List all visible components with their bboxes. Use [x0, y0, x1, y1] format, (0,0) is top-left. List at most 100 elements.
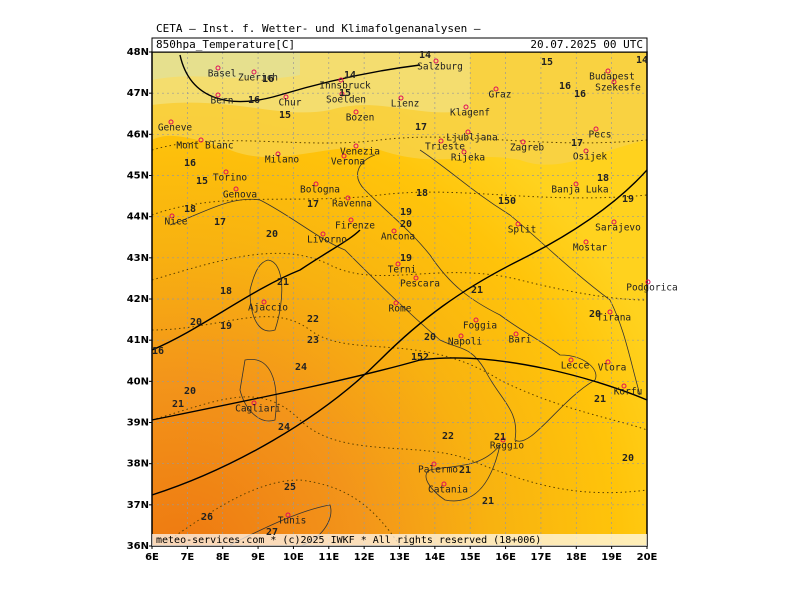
lon-label: 17E: [531, 552, 552, 563]
city-marker: [345, 195, 351, 201]
city-marker: [461, 149, 467, 155]
contour-label: 22: [307, 314, 319, 325]
city-label: Milano: [265, 155, 300, 166]
lat-label: 39N: [127, 418, 149, 429]
contour-label: 21: [594, 394, 606, 405]
map-area: [152, 52, 647, 546]
city-marker: [515, 221, 521, 227]
contour-label: 20: [184, 386, 196, 397]
city-label: Lienz: [391, 99, 420, 110]
city-marker: [473, 317, 479, 323]
city-label: Innsbruck: [319, 81, 371, 92]
city-label: Bozen: [346, 113, 375, 124]
contour-label: 152: [411, 352, 429, 363]
city-label: Firenze: [335, 221, 375, 232]
labels: 48N 47N 46N 45N 44N 43N 42N 41N 40N 39N 38N 37N 36N6…: [127, 47, 678, 563]
contour-label: 14: [636, 55, 648, 66]
lat-label: 41N: [127, 335, 149, 346]
city-label: Mont Blanc: [176, 141, 233, 152]
city-label: Chur: [279, 98, 302, 109]
header-bar: [151, 37, 648, 53]
city-marker: [393, 300, 399, 306]
city-label: Tirana: [597, 313, 631, 324]
city-label: Graz: [489, 90, 512, 101]
lat-label: 45N: [127, 171, 149, 182]
city-marker: [391, 228, 397, 234]
city-marker: [611, 219, 617, 225]
city-marker: [593, 126, 599, 132]
city-marker: [215, 92, 221, 98]
city-marker: [341, 153, 347, 159]
contour-label: 19: [220, 321, 232, 332]
lat-label: 44N: [127, 212, 149, 223]
contour-label: 16: [559, 81, 571, 92]
contour-label: 21: [471, 285, 483, 296]
city-marker: [168, 119, 174, 125]
city-label: Livorno: [307, 235, 347, 246]
city-marker: [621, 383, 627, 389]
city-marker: [413, 275, 419, 281]
lon-label: 20E: [637, 552, 658, 563]
lon-label: 18E: [566, 552, 587, 563]
lat-label: 36N: [127, 541, 149, 552]
contour-label: 18: [597, 173, 609, 184]
city-marker: [520, 139, 526, 145]
city-label: Tunis: [278, 516, 307, 527]
city-marker: [169, 213, 175, 219]
contour-label: 15: [196, 176, 208, 187]
contour-label: 150: [498, 196, 516, 207]
city-label: Osijek: [573, 152, 608, 163]
city-marker: [348, 217, 354, 223]
lon-label: 11E: [318, 552, 339, 563]
copyright: meteo-services.com * (c)2025 IWKF * All …: [156, 535, 541, 546]
contour-label: 19: [400, 207, 412, 218]
city-label: Sarajevo: [595, 223, 641, 234]
contour-label: 27: [266, 527, 278, 538]
city-label: Podgorica: [626, 283, 677, 294]
city-label: Korfu: [614, 387, 643, 398]
lon-label: 19E: [601, 552, 622, 563]
city-marker: [605, 68, 611, 74]
lon-label: 7E: [180, 552, 194, 563]
lon-label: 10E: [283, 552, 304, 563]
city-label: Zuerich: [238, 73, 278, 84]
datetime: 20.07.2025 00 UTC: [530, 38, 643, 51]
city-label: Terni: [388, 265, 417, 276]
lon-label: 14E: [424, 552, 445, 563]
city-label: Split: [508, 225, 537, 236]
lat-label: 42N: [127, 294, 149, 305]
lon-label: 9E: [251, 552, 265, 563]
contour-label: 21: [482, 496, 494, 507]
city-marker: [568, 357, 574, 363]
city-marker: [285, 512, 291, 518]
header-title: CETA — Inst. f. Wetter- und Klimafolgena…: [156, 22, 481, 35]
city-label: Ajaccio: [248, 303, 288, 314]
city-marker: [458, 333, 464, 339]
city-marker: [433, 58, 439, 64]
field-name: 850hpa_Temperature[C]: [156, 38, 295, 51]
city-label: Genova: [223, 190, 257, 201]
contour-label: 15: [339, 88, 351, 99]
lat-label: 46N: [127, 129, 149, 140]
city-marker: [465, 129, 471, 135]
city-label: Salzburg: [417, 62, 463, 73]
contour-label: 18: [184, 204, 196, 215]
city-marker: [493, 86, 499, 92]
city-label: Ljubljana: [446, 133, 497, 144]
city-marker: [438, 138, 444, 144]
contour-label: 16: [152, 346, 164, 357]
city-marker: [261, 299, 267, 305]
contour-label: 20: [589, 309, 601, 320]
lon-label: 16E: [495, 552, 516, 563]
city-marker: [611, 79, 617, 85]
contour-label: 24: [278, 422, 290, 433]
city-label: Torino: [213, 173, 248, 184]
contour-label: 15: [279, 110, 291, 121]
city-marker: [573, 181, 579, 187]
city-label: Basel: [208, 69, 237, 80]
city-label: Budapest: [589, 72, 635, 83]
city-label: Banja Luka: [551, 185, 608, 196]
city-label: Rijeka: [451, 153, 485, 164]
city-marker: [198, 137, 204, 143]
city-label: Bari: [509, 335, 532, 346]
